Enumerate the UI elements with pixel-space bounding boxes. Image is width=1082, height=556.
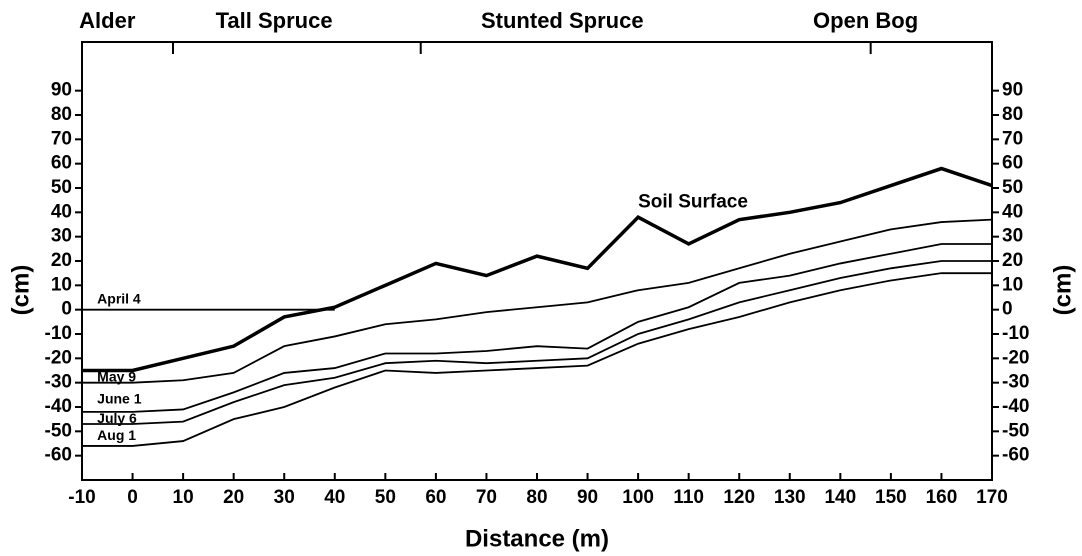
y-axis-title: (cm)	[7, 265, 34, 316]
series-label: May 9	[97, 369, 136, 385]
x-tick-label: 130	[774, 487, 806, 508]
y2-tick-label: -60	[1002, 445, 1029, 466]
x-tick-label: 30	[274, 487, 295, 508]
y-tick-label: -30	[45, 372, 72, 393]
x-tick-label: 90	[577, 487, 598, 508]
series-line	[82, 260, 992, 425]
series-line	[82, 166, 993, 373]
x-tick-label: 120	[723, 487, 755, 508]
x-tick-label: 80	[526, 487, 547, 508]
y-tick-label: 70	[51, 128, 72, 149]
y2-tick-label: -30	[1002, 372, 1029, 393]
y-tick-label: 90	[51, 80, 72, 101]
x-tick-label: 110	[673, 487, 704, 508]
zone-label: Tall Spruce	[216, 8, 333, 33]
y2-tick-label: -10	[1002, 323, 1029, 344]
x-tick-label: 160	[926, 487, 958, 508]
y2-tick-label: -50	[1002, 420, 1029, 441]
x-tick-label: 10	[173, 487, 194, 508]
y2-tick-label: 10	[1002, 274, 1023, 295]
y2-tick-label: 20	[1002, 250, 1023, 271]
x-tick-label: 70	[476, 487, 497, 508]
y-tick-label: -20	[45, 347, 72, 368]
y-tick-label: 20	[51, 250, 72, 271]
y-tick-label: 50	[51, 177, 72, 198]
y-tick-label: 40	[51, 201, 72, 222]
x-tick-label: 0	[127, 487, 138, 508]
x-tick-label: 50	[375, 487, 396, 508]
y-tick-label: 10	[51, 274, 72, 295]
x-tick-label: 140	[824, 487, 856, 508]
y2-tick-label: 70	[1002, 128, 1023, 149]
x-tick-label: -10	[68, 487, 95, 508]
y-tick-label: -10	[45, 323, 72, 344]
y-tick-label: 80	[51, 104, 72, 125]
x-tick-label: 170	[976, 487, 1008, 508]
y2-tick-label: 90	[1002, 80, 1023, 101]
y2-tick-label: 60	[1002, 153, 1023, 174]
y2-tick-label: -20	[1002, 347, 1029, 368]
series-label: June 1	[97, 390, 142, 406]
y2-tick-label: 50	[1002, 177, 1023, 198]
zone-label: Stunted Spruce	[481, 8, 644, 33]
x-tick-label: 40	[324, 487, 345, 508]
series-line	[82, 243, 992, 413]
x-tick-label: 100	[622, 487, 654, 508]
y2-axis-title: (cm)	[1049, 265, 1076, 316]
y2-tick-label: -40	[1002, 396, 1029, 417]
y-tick-label: -60	[45, 445, 72, 466]
x-tick-label: 60	[425, 487, 446, 508]
series-label: Soil Surface	[638, 192, 748, 213]
zone-label: Open Bog	[813, 8, 918, 33]
y2-tick-label: 30	[1002, 226, 1023, 247]
series-label: July 6	[97, 410, 137, 426]
y-tick-label: 0	[61, 299, 72, 320]
x-tick-label: 20	[223, 487, 244, 508]
series-line	[82, 218, 993, 384]
y2-tick-label: 80	[1002, 104, 1023, 125]
y-tick-label: 60	[51, 153, 72, 174]
y2-tick-label: 0	[1002, 299, 1013, 320]
series-label: Aug 1	[97, 427, 136, 443]
y-tick-label: -40	[45, 396, 72, 417]
series-label: April 4	[97, 291, 141, 307]
y-tick-label: -50	[45, 420, 72, 441]
x-tick-label: 150	[875, 487, 907, 508]
y2-tick-label: 40	[1002, 201, 1023, 222]
x-axis-title: Distance (m)	[465, 525, 609, 552]
series-line	[82, 272, 992, 447]
zone-label: Alder	[79, 8, 136, 33]
y-tick-label: 30	[51, 226, 72, 247]
